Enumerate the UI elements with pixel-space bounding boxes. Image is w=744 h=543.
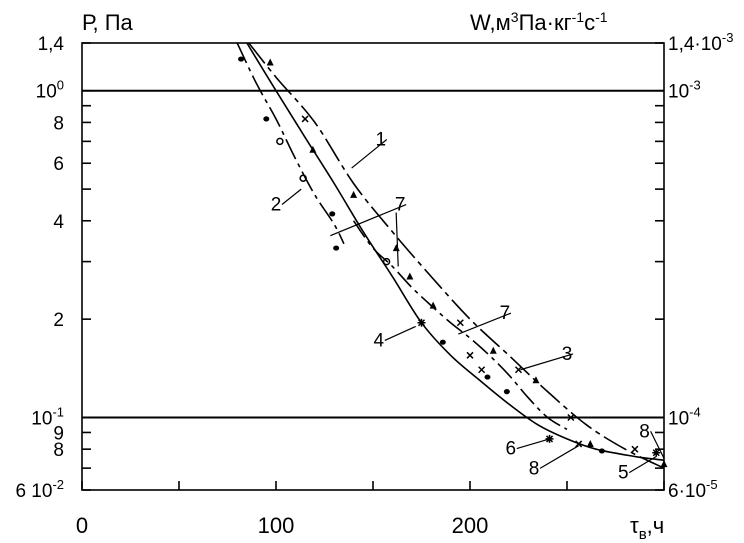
left-tick-label-9: 6 10-2 bbox=[15, 477, 64, 502]
right-tick-label-2: 10-4 bbox=[668, 405, 701, 430]
marker-series-1-3 bbox=[350, 190, 358, 198]
x-axis-title: τв,ч bbox=[630, 513, 664, 543]
marker-series-1-6 bbox=[456, 319, 464, 327]
marker-series-4-6 bbox=[598, 448, 605, 454]
marker-series-4-5 bbox=[575, 440, 583, 448]
marker-series-1-8 bbox=[514, 366, 523, 374]
marker-series-1-12 bbox=[660, 460, 668, 468]
x-tick-label-1: 100 bbox=[258, 513, 295, 538]
x-tick-label-0: 0 bbox=[76, 513, 88, 538]
marker-series-1-7 bbox=[489, 346, 497, 354]
marker-series-1-11 bbox=[586, 439, 594, 447]
series-curve-2 bbox=[236, 43, 345, 245]
left-axis-title: Р, Па bbox=[82, 10, 134, 35]
left-tick-label-2: 8 bbox=[53, 113, 64, 134]
right-tick-label-0: 1,4·10-3 bbox=[668, 30, 733, 55]
curve-label-2-1: 2 bbox=[271, 195, 282, 216]
left-tick-label-7: 9 bbox=[53, 423, 64, 444]
marker-series-1-1 bbox=[301, 115, 309, 123]
marker-series-3-1 bbox=[429, 301, 437, 309]
right-axis-title: W,м3Па·кг-1с-1 bbox=[470, 9, 608, 35]
left-tick-label-3: 6 bbox=[53, 154, 64, 175]
leader-line-5 bbox=[384, 325, 416, 341]
marker-series-4-8 bbox=[652, 448, 661, 457]
leader-line-3 bbox=[458, 312, 512, 335]
marker-series-4-7 bbox=[631, 445, 639, 453]
marker-series-2-5 bbox=[333, 245, 340, 251]
axis-ticks bbox=[81, 42, 665, 491]
curve-label-1-0: 1 bbox=[375, 129, 386, 150]
leader-line-2 bbox=[330, 203, 407, 237]
marker-series-1-0 bbox=[266, 58, 274, 66]
leader-line-1 bbox=[281, 188, 302, 205]
marker-series-2-2 bbox=[276, 137, 284, 146]
curve-label-6-6: 6 bbox=[505, 439, 516, 460]
left-tick-label-5: 2 bbox=[53, 310, 64, 331]
curve-label-4-5: 4 bbox=[374, 330, 385, 351]
marker-series-3-0 bbox=[382, 257, 391, 266]
series-curves bbox=[236, 43, 664, 469]
marker-series-1-2 bbox=[309, 145, 317, 153]
curve-label-5-8: 5 bbox=[618, 463, 629, 484]
marker-series-4-1 bbox=[439, 339, 446, 345]
marker-series-3-3 bbox=[478, 366, 486, 374]
left-tick-label-1: 100 bbox=[36, 78, 64, 103]
marker-series-1-5 bbox=[406, 272, 414, 280]
right-tick-label-3: 6·10-5 bbox=[668, 477, 718, 502]
curve-label-7-3: 7 bbox=[500, 303, 511, 324]
series-markers bbox=[238, 56, 668, 468]
series-curve-1 bbox=[248, 43, 664, 469]
marker-series-1-9 bbox=[532, 376, 540, 384]
marker-series-2-4 bbox=[329, 211, 336, 217]
series-curve-3 bbox=[352, 220, 568, 430]
x-tick-label-2: 200 bbox=[452, 513, 489, 538]
plot-border bbox=[81, 42, 665, 491]
marker-series-1-4 bbox=[392, 244, 400, 252]
leader-line-b-2 bbox=[395, 212, 399, 267]
marker-series-4-2 bbox=[484, 374, 491, 380]
left-tick-label-4: 4 bbox=[53, 212, 64, 233]
series-curve-4 bbox=[246, 43, 664, 461]
marker-series-2-0 bbox=[238, 56, 245, 62]
leader-line-4 bbox=[520, 353, 574, 371]
left-tick-label-0: 1,4 bbox=[38, 34, 65, 55]
marker-series-4-0 bbox=[417, 318, 426, 327]
marker-series-4-3 bbox=[503, 389, 510, 395]
marker-series-2-1 bbox=[263, 116, 270, 122]
leader-line-9 bbox=[650, 431, 665, 459]
left-tick-label-8: 8 bbox=[53, 440, 64, 461]
plot-frame bbox=[81, 42, 665, 491]
leader-line-7 bbox=[539, 445, 579, 469]
curve-label-3-4: 3 bbox=[562, 344, 573, 365]
leader-line-0 bbox=[351, 139, 388, 169]
right-tick-label-1: 10-3 bbox=[668, 78, 701, 103]
curve-label-8-9: 8 bbox=[639, 421, 650, 442]
left-tick-label-6: 10-1 bbox=[31, 405, 64, 430]
reference-lines bbox=[82, 89, 664, 419]
leader-line-8 bbox=[628, 455, 657, 474]
marker-series-2-3 bbox=[299, 174, 307, 182]
marker-series-3-2 bbox=[466, 351, 474, 359]
curve-label-8-7: 8 bbox=[529, 458, 540, 479]
leader-line-6 bbox=[516, 438, 550, 450]
curve-label-7-2: 7 bbox=[395, 195, 406, 216]
marker-series-1-10 bbox=[567, 413, 575, 422]
